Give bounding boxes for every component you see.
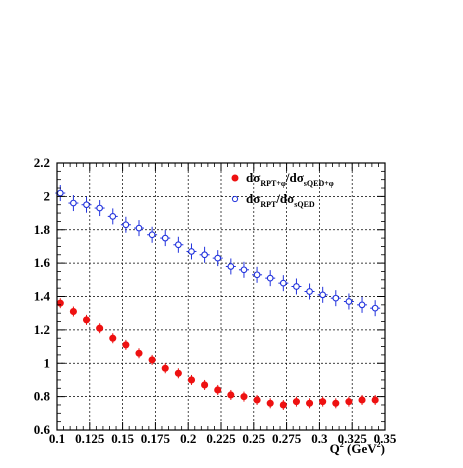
data-point <box>109 334 117 342</box>
x-tick-label: 0.25 <box>242 431 265 446</box>
data-point <box>56 189 64 197</box>
data-point <box>227 263 235 270</box>
x-tick-label: 0.275 <box>272 431 302 446</box>
data-point <box>371 304 379 312</box>
data-point <box>345 398 353 406</box>
data-point <box>122 341 130 349</box>
data-point <box>266 274 274 282</box>
data-point <box>174 369 182 377</box>
data-point <box>292 398 300 406</box>
data-point <box>82 316 91 324</box>
y-tick-label: 1.2 <box>34 322 50 337</box>
series-1 <box>56 298 379 410</box>
data-point <box>319 291 327 299</box>
data-point <box>253 271 261 279</box>
x-tick-label: 0.125 <box>75 431 105 446</box>
data-point <box>266 399 274 407</box>
data-point <box>306 288 313 295</box>
data-point <box>148 231 156 239</box>
data-point <box>109 213 117 220</box>
data-point <box>188 248 195 255</box>
data-point <box>69 307 77 316</box>
data-point <box>240 393 248 401</box>
tick-layer: 0.1 0.125 0.15 0.175 0.2 0.225 0.25 0.275 0.3 0.3… <box>34 155 397 446</box>
y-tick-label: 1 <box>44 355 51 370</box>
data-point <box>96 324 104 332</box>
y-tick-label: 0.6 <box>34 422 51 437</box>
data-point <box>70 199 77 207</box>
x-tick-label: 0.325 <box>338 431 368 446</box>
x-tick-label: 0.1 <box>49 431 65 446</box>
x-axis-title: Q2 (GeV2) <box>330 440 385 456</box>
data-point <box>201 381 209 389</box>
data-point <box>201 251 208 259</box>
data-point <box>175 241 182 249</box>
data-point <box>371 396 379 404</box>
data-point <box>96 204 103 212</box>
data-point <box>161 364 169 372</box>
data-point <box>214 386 222 394</box>
legend-marker <box>231 195 239 203</box>
y-tick-label: 0.8 <box>34 389 51 404</box>
data-point <box>306 399 314 407</box>
grid-layer <box>57 163 385 430</box>
y-tick-label: 1.6 <box>34 255 51 270</box>
series-layer <box>55 185 381 410</box>
data-point <box>319 398 327 406</box>
x-tick-label: 0.225 <box>206 431 236 446</box>
data-point <box>214 254 222 262</box>
y-tick-label: 2 <box>44 188 51 203</box>
data-point <box>240 266 248 274</box>
y-tick-label: 2.2 <box>34 155 50 170</box>
data-point <box>187 376 196 384</box>
x-tick-label: 0.15 <box>111 431 134 446</box>
x-tick-label: 0.2 <box>180 431 196 446</box>
data-point <box>56 299 64 307</box>
data-point <box>161 234 169 242</box>
data-point <box>293 283 300 290</box>
data-point <box>253 396 261 404</box>
x-tick-label: 0.175 <box>141 431 171 446</box>
legend-marker <box>231 174 239 182</box>
data-point <box>83 201 90 209</box>
legend: dσRPT+φ/dσsQED+φ dσRPT/dσsQED <box>231 170 334 209</box>
data-point <box>135 349 143 357</box>
data-point <box>345 298 353 305</box>
data-point <box>279 279 287 287</box>
data-point <box>332 294 340 302</box>
data-point <box>358 396 366 404</box>
data-point <box>122 221 130 229</box>
y-tick-label: 1.8 <box>34 222 51 237</box>
data-point <box>148 356 156 364</box>
data-point <box>227 391 235 399</box>
x-tick-label: 0.35 <box>374 431 397 446</box>
data-point <box>332 399 340 407</box>
legend-label: dσRPT+φ/dσsQED+φ <box>246 170 334 188</box>
y-tick-label: 1.4 <box>34 289 51 304</box>
x-tick-label: 0.3 <box>311 431 328 446</box>
legend-label: dσRPT/dσsQED <box>246 191 315 209</box>
data-point <box>135 224 143 232</box>
data-point <box>358 301 366 309</box>
data-point <box>279 401 287 409</box>
series-2 <box>55 185 381 317</box>
